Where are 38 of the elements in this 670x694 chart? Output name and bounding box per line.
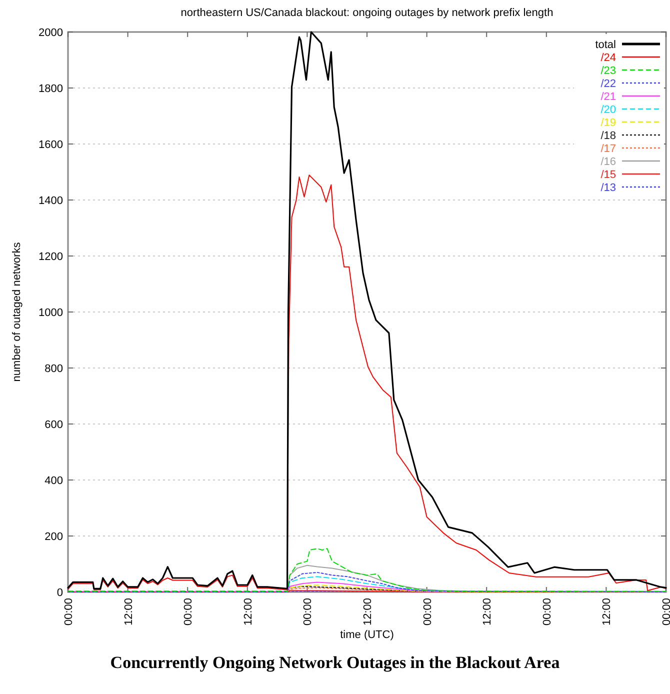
legend-label: /17 <box>600 143 616 155</box>
legend-label: /22 <box>600 78 616 90</box>
legend-label: /24 <box>600 52 616 64</box>
x-tick-label: 00:00 <box>422 598 434 626</box>
x-tick-label: 12:00 <box>242 598 254 626</box>
legend-label: /15 <box>600 169 616 181</box>
y-tick-label: 1200 <box>38 251 63 263</box>
x-tick-label: 00:00 <box>302 598 314 626</box>
chart-title: northeastern US/Canada blackout: ongoing outages by network prefix length <box>180 7 554 19</box>
y-tick-label: 400 <box>44 475 63 487</box>
x-tick-label: 00:00 <box>182 598 195 626</box>
x-tick-label: 12:00 <box>362 598 374 626</box>
x-tick-label: 12:00 <box>122 598 135 626</box>
text: Concurrently Ongoing Network Outages in the Blackout Area <box>110 653 560 672</box>
legend-label: /23 <box>600 65 616 77</box>
legend-label: /19 <box>600 117 616 129</box>
x-tick-label: 00:00 <box>63 598 75 626</box>
legend-label: /21 <box>600 91 616 103</box>
y-axis-title: number of outaged networks <box>11 242 23 382</box>
legend-label: /18 <box>600 130 616 142</box>
legend-label: total <box>595 39 616 51</box>
y-tick-label: 800 <box>44 363 63 375</box>
legend-label: /16 <box>600 156 616 168</box>
x-tick-label: 12:00 <box>601 598 614 626</box>
x-tick-label: 00:00 <box>541 598 554 626</box>
legend-label: /13 <box>600 182 616 194</box>
y-tick-label: 2000 <box>38 27 63 39</box>
legend-label: /20 <box>600 104 616 116</box>
x-axis-title: time (UTC) <box>340 629 394 641</box>
y-tick-label: 1800 <box>38 83 63 95</box>
x-tick-label: 12:00 <box>482 598 494 626</box>
y-tick-label: 0 <box>56 587 63 599</box>
y-tick-label: 600 <box>44 419 63 431</box>
y-tick-label: 200 <box>44 531 63 543</box>
y-tick-label: 1400 <box>38 195 63 207</box>
y-tick-label: 1000 <box>38 307 63 319</box>
x-tick-label: 00:00 <box>661 598 670 626</box>
y-tick-label: 1600 <box>38 139 63 151</box>
